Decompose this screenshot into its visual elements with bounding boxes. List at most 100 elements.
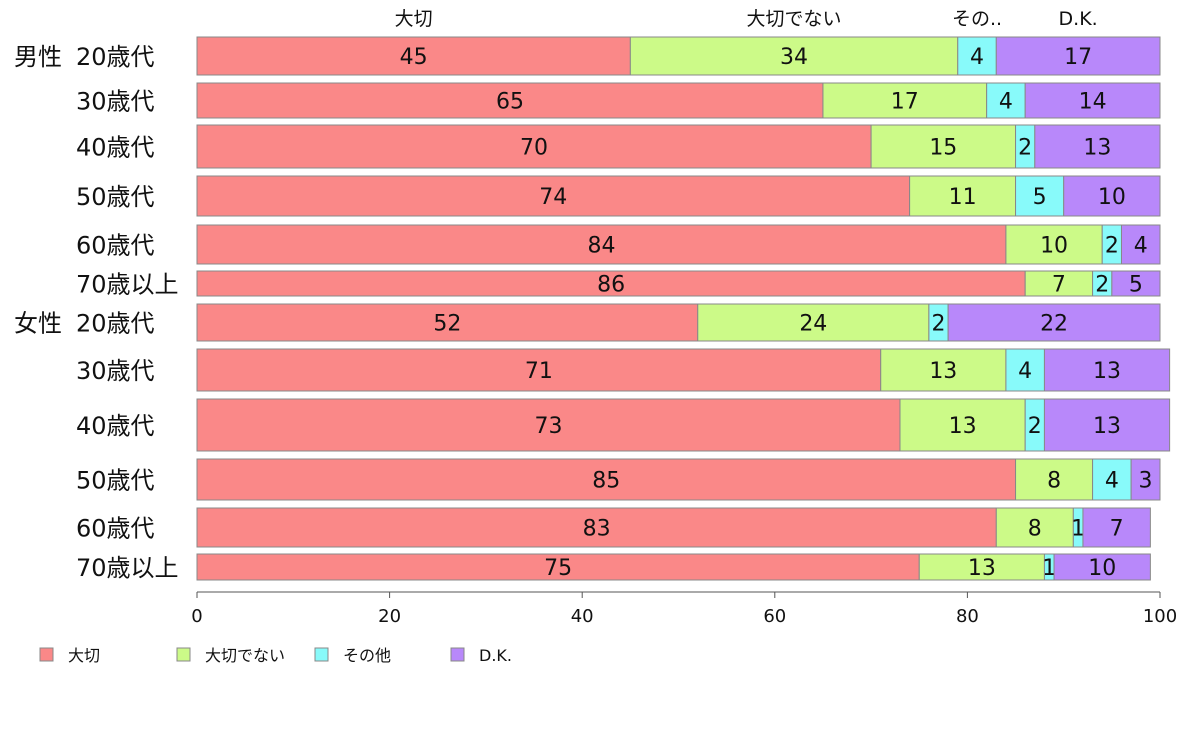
data-label: 2 [1028, 414, 1042, 439]
row-label: 50歳代 [76, 467, 155, 495]
data-label: 65 [496, 90, 524, 115]
row-label: 60歳代 [76, 515, 155, 543]
data-label: 13 [929, 359, 957, 384]
top-category-labels: 大切 大切でない その.. D.K. [395, 8, 1098, 30]
bar-segment [957, 36, 997, 76]
row-label: 40歳代 [76, 134, 155, 162]
bar-segment [629, 36, 959, 76]
data-label: 17 [891, 90, 919, 115]
bar-segment [822, 82, 988, 119]
data-label: 2 [932, 312, 946, 337]
x-tick-label: 40 [571, 606, 594, 627]
data-label: 71 [525, 359, 553, 384]
x-tick-label: 80 [956, 606, 979, 627]
bar-segment [1130, 458, 1161, 501]
data-label: 34 [780, 45, 808, 70]
top-category-label: 大切でない [747, 8, 842, 30]
data-label: 7 [1110, 517, 1124, 542]
bar-segment [1015, 175, 1065, 217]
legend-swatch [39, 647, 54, 662]
bar-segment [995, 507, 1074, 548]
bar-segment [196, 36, 631, 76]
data-label: 3 [1139, 469, 1153, 494]
data-label: 83 [583, 517, 611, 542]
data-label: 2 [1105, 234, 1119, 259]
data-label: 10 [1040, 234, 1068, 259]
row-label: 40歳代 [76, 412, 155, 440]
legend-swatch [450, 647, 465, 662]
data-label: 13 [1093, 359, 1121, 384]
top-category-label: 大切 [395, 8, 433, 30]
bar-segment [947, 303, 1161, 342]
data-label: 10 [1098, 185, 1126, 210]
x-axis: 0 20 40 60 80 100 [191, 591, 1177, 627]
data-label: 15 [929, 136, 957, 161]
data-label: 1 [1042, 556, 1056, 581]
bar-segment [1111, 270, 1161, 297]
bar-segment [986, 82, 1026, 119]
legend-label: その他 [343, 646, 391, 665]
data-label: 13 [949, 414, 977, 439]
bar-segment [1043, 348, 1171, 392]
data-label: 13 [968, 556, 996, 581]
legend-label: 大切でない [205, 646, 285, 665]
bar-segment [1015, 458, 1094, 501]
bar-segment [995, 36, 1161, 76]
bar-segment [196, 124, 872, 169]
row-label: 30歳代 [76, 88, 155, 116]
data-label: 8 [1047, 469, 1061, 494]
bar-segment [1024, 82, 1161, 119]
bar-segment [880, 348, 1007, 392]
legend-swatch [176, 647, 191, 662]
data-label: 2 [1018, 136, 1032, 161]
data-label: 17 [1064, 45, 1092, 70]
bar-segment [1005, 224, 1103, 265]
legend-label: 大切 [68, 646, 100, 665]
data-label: 4 [970, 45, 984, 70]
bar-segment [196, 175, 911, 217]
data-label: 75 [544, 556, 572, 581]
data-label: 14 [1079, 90, 1107, 115]
bar-segment [1053, 553, 1151, 581]
row-label: 60歳代 [76, 232, 155, 260]
x-tick-label: 0 [191, 606, 202, 627]
data-label: 13 [1083, 136, 1111, 161]
data-label: 1 [1071, 517, 1085, 542]
data-label: 13 [1093, 414, 1121, 439]
data-label: 2 [1095, 273, 1109, 298]
data-label: 8 [1028, 517, 1042, 542]
bar-segment [1063, 175, 1161, 217]
bar-segment [196, 458, 1017, 501]
data-label: 10 [1088, 556, 1116, 581]
data-label: 11 [949, 185, 977, 210]
data-label: 86 [597, 273, 625, 298]
data-label: 5 [1129, 273, 1143, 298]
group-label: 女性 [14, 310, 62, 338]
bar-segment [1034, 124, 1161, 169]
legend-label: D.K. [479, 646, 512, 665]
data-label: 45 [400, 45, 428, 70]
bar-segment [909, 175, 1017, 217]
data-label: 7 [1052, 273, 1066, 298]
data-label: 24 [799, 312, 827, 337]
bar-segment [697, 303, 930, 342]
row-label: 20歳代 [76, 43, 155, 71]
top-category-label: その.. [952, 8, 1002, 30]
x-tick-label: 100 [1143, 606, 1177, 627]
data-label: 85 [592, 469, 620, 494]
data-label: 4 [1018, 359, 1032, 384]
row-label: 70歳以上 [76, 554, 179, 582]
data-label: 22 [1040, 312, 1068, 337]
data-label: 73 [534, 414, 562, 439]
bar-segment [1120, 224, 1161, 265]
legend-swatch [314, 647, 329, 662]
bar-segment [1005, 348, 1045, 392]
row-label: 50歳代 [76, 183, 155, 211]
row-label: 30歳代 [76, 357, 155, 385]
row-label: 20歳代 [76, 310, 155, 338]
data-label: 4 [999, 90, 1013, 115]
bar-segment [196, 224, 1007, 265]
